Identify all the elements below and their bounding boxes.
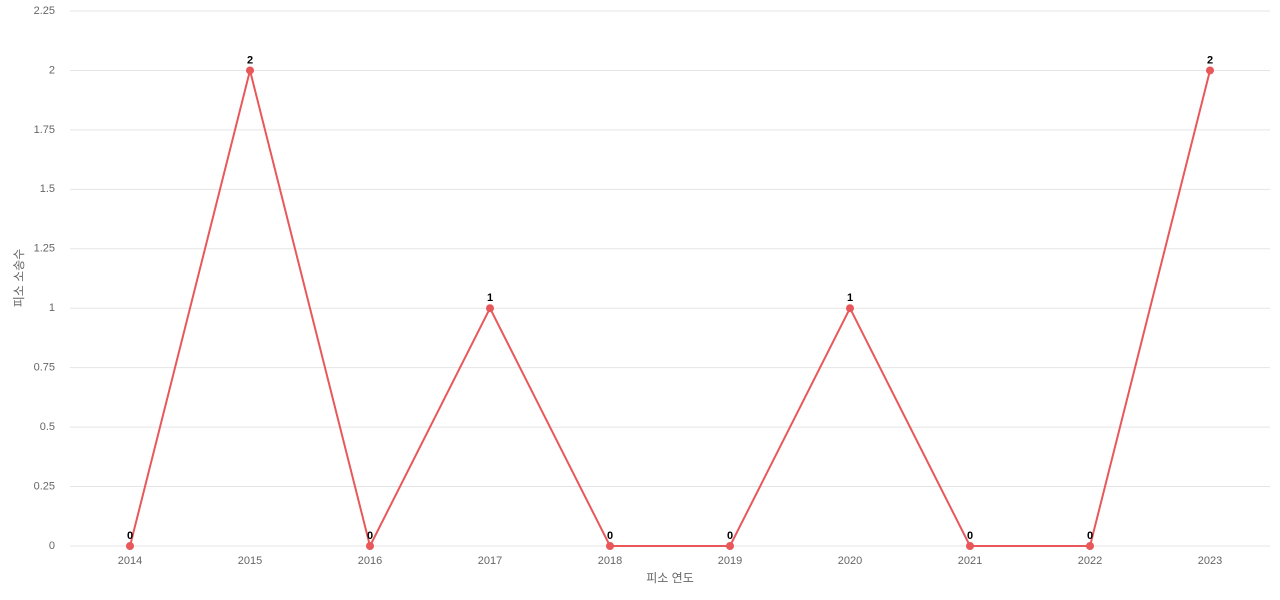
- data-label: 2: [247, 54, 253, 66]
- y-tick-label: 2: [49, 64, 55, 76]
- y-tick-label: 0.25: [34, 480, 55, 492]
- data-point: [1086, 542, 1094, 550]
- data-label: 2: [1207, 54, 1213, 66]
- x-tick-label: 2021: [958, 555, 982, 567]
- data-label: 0: [727, 530, 733, 542]
- x-tick-label: 2020: [838, 555, 862, 567]
- data-point: [246, 66, 254, 75]
- data-label: 1: [847, 292, 853, 304]
- data-label: 0: [967, 530, 973, 542]
- x-tick-label: 2016: [358, 555, 382, 567]
- data-point: [966, 542, 974, 550]
- data-label: 0: [127, 530, 133, 542]
- data-label: 0: [1087, 530, 1093, 542]
- data-label: 0: [607, 530, 613, 542]
- x-tick-label: 2015: [238, 555, 262, 567]
- x-tick-label: 2023: [1198, 555, 1222, 567]
- data-point: [486, 304, 494, 313]
- x-tick-label: 2018: [598, 555, 622, 567]
- data-point: [126, 542, 134, 550]
- data-point: [726, 542, 734, 550]
- x-tick-label: 2019: [718, 555, 742, 567]
- y-tick-label: 2.25: [34, 5, 55, 17]
- x-tick-label: 2017: [478, 555, 502, 567]
- data-line: [129, 70, 1211, 549]
- y-tick-label: 1.5: [40, 183, 55, 195]
- data-point: [606, 542, 614, 550]
- data-point: [1206, 66, 1214, 75]
- y-tick-label: 1.25: [34, 243, 55, 255]
- y-tick-label: 1: [49, 302, 55, 314]
- data-point: [366, 542, 374, 550]
- y-tick-label: 0.5: [40, 421, 55, 433]
- y-axis-title: 피소 소송수: [12, 249, 26, 308]
- y-tick-label: 0: [49, 540, 55, 552]
- y-tick-label: 1.75: [34, 124, 55, 136]
- x-axis-title: 피소 연도: [646, 571, 694, 585]
- data-point: [846, 304, 854, 313]
- data-label: 1: [487, 292, 493, 304]
- data-label: 0: [367, 530, 373, 542]
- x-tick-label: 2014: [118, 555, 142, 567]
- y-tick-label: 0.75: [34, 362, 55, 374]
- x-tick-label: 2022: [1078, 555, 1102, 567]
